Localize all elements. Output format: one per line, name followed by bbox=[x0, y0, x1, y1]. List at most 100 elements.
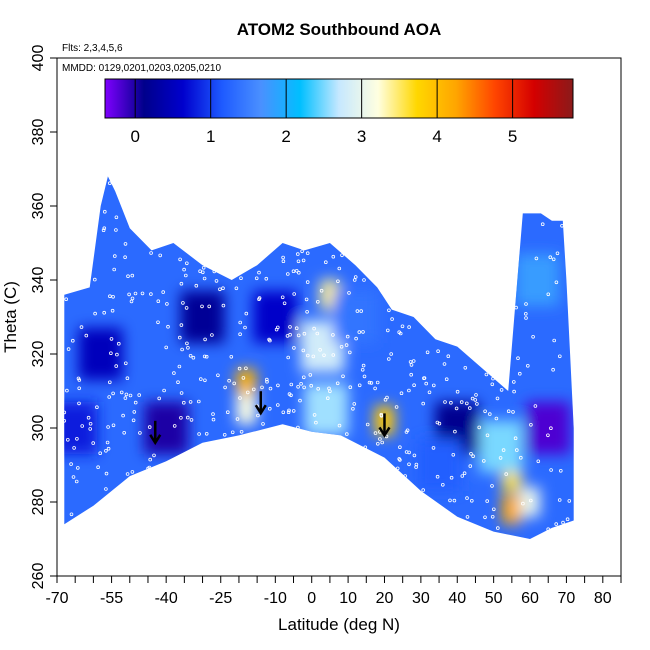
flight-track-point bbox=[361, 363, 366, 368]
flight-track-point bbox=[157, 396, 162, 401]
flight-track-point bbox=[166, 324, 170, 329]
x-tick-label: -25 bbox=[209, 590, 232, 607]
flight-track-point bbox=[549, 468, 553, 472]
flight-track-point bbox=[71, 475, 76, 479]
flight-track-point bbox=[268, 386, 273, 391]
flight-track-point bbox=[309, 383, 314, 388]
flight-track-point bbox=[373, 386, 377, 391]
flight-track-point bbox=[216, 373, 220, 378]
flight-track-point bbox=[352, 278, 357, 282]
flight-track-point bbox=[335, 381, 340, 386]
flight-track-point bbox=[69, 462, 73, 466]
flight-track-point bbox=[390, 317, 394, 321]
flight-track-point bbox=[108, 294, 112, 299]
flight-track-point bbox=[470, 396, 475, 401]
flight-track-point bbox=[294, 326, 299, 331]
flight-track-point bbox=[436, 349, 440, 354]
flight-track-point bbox=[238, 396, 242, 400]
flight-track-point bbox=[427, 390, 432, 395]
flight-track-point bbox=[405, 428, 410, 433]
flight-track-point bbox=[197, 432, 201, 436]
arrows bbox=[149, 391, 391, 446]
flight-track-point bbox=[114, 215, 119, 220]
flight-track-point bbox=[188, 400, 193, 404]
flight-track-point bbox=[243, 325, 247, 330]
flight-track-point bbox=[302, 331, 307, 336]
flight-track-point bbox=[254, 276, 259, 281]
flight-track-point bbox=[286, 410, 291, 415]
flight-track-point bbox=[191, 355, 196, 360]
flight-track-point bbox=[355, 309, 360, 313]
flight-track-point bbox=[185, 261, 189, 266]
heatmap-cell bbox=[515, 254, 560, 306]
flight-track-point bbox=[511, 380, 516, 384]
flight-track-point bbox=[194, 283, 199, 288]
flight-track-point bbox=[221, 286, 225, 291]
flight-track-point bbox=[292, 346, 296, 350]
flight-track-point bbox=[201, 270, 205, 275]
flight-track-point bbox=[246, 390, 250, 395]
flight-track-point bbox=[554, 522, 558, 526]
flight-track-point bbox=[91, 441, 95, 445]
flight-track-point bbox=[76, 466, 80, 470]
flight-track-point bbox=[286, 355, 291, 360]
colorbar-tick-label: 3 bbox=[357, 127, 366, 146]
x-tick-label: -10 bbox=[264, 590, 287, 607]
colorbar-tick-label: 5 bbox=[508, 127, 517, 146]
flight-track-point bbox=[207, 304, 212, 309]
x-tick-label: 0 bbox=[307, 590, 316, 607]
flight-track-point bbox=[534, 256, 539, 261]
flight-track-point bbox=[462, 471, 467, 476]
flight-track-point bbox=[407, 462, 411, 467]
heatmap-cell bbox=[304, 383, 349, 436]
flight-track-point bbox=[202, 354, 207, 359]
flight-track-point bbox=[264, 276, 269, 281]
heatmap-cell bbox=[64, 402, 98, 454]
flight-track-point bbox=[184, 306, 189, 310]
flight-track-point bbox=[280, 295, 285, 300]
flight-track-point bbox=[409, 363, 414, 367]
flight-track-point bbox=[149, 251, 153, 255]
flight-track-point bbox=[291, 269, 296, 274]
flight-track-point bbox=[114, 364, 118, 368]
y-tick-label: 280 bbox=[30, 489, 47, 516]
flight-track-point bbox=[471, 454, 475, 459]
mmdd-note: MMDD: 0129,0201,0203,0205,0210 bbox=[62, 63, 221, 74]
flight-track-point bbox=[483, 409, 487, 414]
flight-track-point bbox=[115, 352, 119, 357]
flight-track-point bbox=[501, 448, 506, 452]
x-tick-label: 20 bbox=[376, 590, 394, 607]
flight-track-point bbox=[112, 267, 116, 272]
flight-track-point bbox=[316, 386, 321, 391]
flight-track-point bbox=[109, 351, 113, 356]
flight-track-point bbox=[331, 333, 335, 337]
flight-track-point bbox=[182, 267, 186, 272]
flight-track-point bbox=[295, 252, 300, 256]
flight-track-point bbox=[546, 527, 550, 531]
flight-track-point bbox=[312, 413, 317, 417]
flight-track-point bbox=[108, 380, 112, 385]
flight-track-point bbox=[305, 353, 310, 358]
y-tick-label: 260 bbox=[30, 563, 47, 590]
plot-frame bbox=[56, 57, 622, 577]
flight-track-point bbox=[558, 468, 563, 473]
flight-track-point bbox=[565, 517, 570, 521]
flight-track-point bbox=[451, 452, 456, 457]
flight-track-point bbox=[75, 436, 79, 441]
flight-track-point bbox=[137, 393, 142, 397]
flight-track-point bbox=[66, 437, 70, 442]
flight-track-point bbox=[403, 474, 408, 478]
flight-track-point bbox=[289, 382, 294, 387]
heatmap-cell bbox=[144, 402, 189, 454]
flight-track-point bbox=[294, 268, 299, 273]
flight-track-point bbox=[129, 299, 134, 304]
flight-track-point bbox=[238, 320, 243, 325]
flight-track-point bbox=[227, 378, 231, 383]
heatmap-cell bbox=[501, 494, 522, 525]
flight-track-point bbox=[172, 424, 177, 428]
flight-track-point bbox=[74, 479, 79, 484]
flight-track-point bbox=[389, 352, 394, 356]
flight-track-point bbox=[114, 228, 118, 232]
flight-track-point bbox=[281, 259, 286, 264]
